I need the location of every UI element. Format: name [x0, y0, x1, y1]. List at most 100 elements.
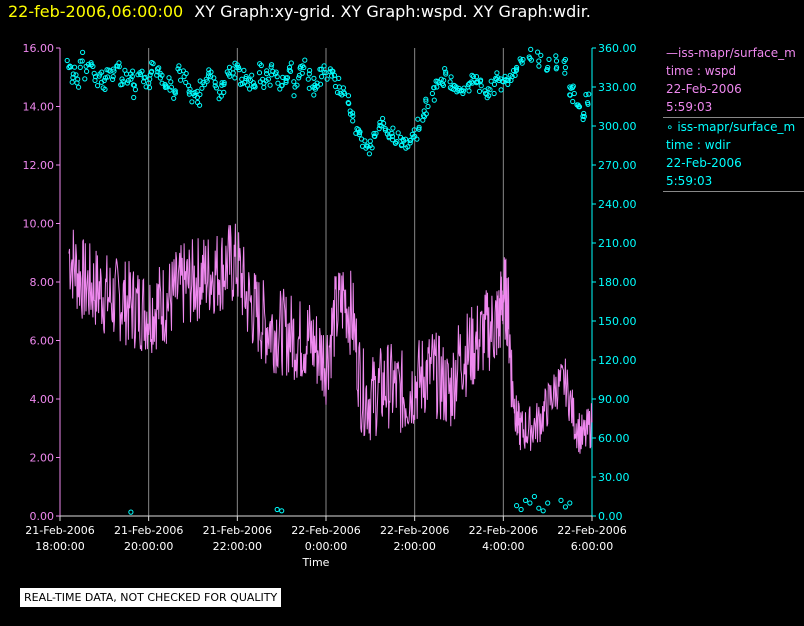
right-tick-label: 270.00 [598, 159, 637, 172]
wdir-point [395, 130, 401, 136]
wdir-point [369, 145, 375, 151]
wdir-point [366, 151, 372, 157]
wdir-point [77, 58, 83, 64]
wdir-point [146, 85, 153, 91]
wdir-point [365, 143, 371, 149]
wdir-point [356, 132, 362, 138]
wdir-point [442, 66, 448, 72]
wdir-point [380, 115, 386, 122]
x-tick-time: 18:00:00 [35, 540, 84, 553]
wdir-point [234, 62, 240, 68]
wdir-point [157, 75, 163, 81]
wdir-point [329, 73, 335, 79]
wdir-point [80, 49, 86, 56]
wdir-point [111, 68, 117, 74]
legend-wspd-time: 5:59:03 [666, 100, 713, 114]
wdir-point [280, 74, 286, 81]
wdir-point [390, 137, 396, 143]
wdir-point [178, 77, 184, 83]
wdir-point [448, 74, 454, 80]
wspd-line [68, 223, 593, 454]
wdir-point [283, 79, 289, 85]
right-tick-label: 120.00 [598, 354, 637, 367]
right-tick-label: 360.00 [598, 42, 637, 55]
wdir-point [79, 58, 85, 64]
wdir-point [64, 57, 70, 64]
x-tick-date: 22-Feb-2006 [469, 524, 538, 537]
wdir-point [425, 103, 431, 110]
right-tick-label: 0.00 [598, 510, 623, 523]
wdir-point [101, 77, 107, 84]
wdir-point [128, 76, 134, 82]
wdir-point [141, 79, 147, 85]
wdir-point [558, 497, 564, 503]
wdir-point [494, 70, 500, 76]
wdir-point [423, 98, 429, 104]
right-tick-label: 60.00 [598, 432, 630, 445]
chart-title: 22-feb-2006,06:00:00 XY Graph:xy-grid. X… [8, 2, 591, 21]
wdir-point [96, 73, 102, 79]
wdir-point [393, 140, 399, 146]
wdir-point [274, 506, 280, 513]
wdir-point [105, 74, 111, 80]
wdir-point [407, 140, 413, 146]
wdir-point [206, 70, 212, 76]
wdir-point [242, 79, 248, 86]
wdir-point [429, 90, 435, 97]
wdir-point [70, 75, 76, 81]
wdir-point [546, 56, 552, 63]
wdir-point [236, 67, 242, 73]
wdir-point [69, 79, 75, 85]
wdir-point [567, 92, 573, 98]
wdir-point [415, 116, 421, 122]
wdir-point [273, 69, 279, 75]
wdir-point [84, 68, 90, 75]
wdir-point [507, 72, 513, 78]
wdir-point [122, 67, 128, 73]
wdir-point [341, 90, 348, 97]
wdir-point [194, 88, 200, 95]
tick-labels: 0.00 2.00 4.00 6.00 8.00 10.00 12.00 14.00 16.00… [23, 42, 637, 553]
wdir-point [157, 70, 163, 76]
wdir-point [77, 64, 83, 71]
wdir-point [581, 110, 587, 117]
wdir-point [168, 84, 174, 90]
wdir-point [211, 75, 217, 81]
wdir-point [311, 92, 317, 98]
wdir-point [206, 67, 212, 73]
legend-wspd-date: 22-Feb-2006 [666, 82, 742, 96]
wdir-point [265, 76, 271, 82]
wdir-point [99, 69, 105, 75]
wdir-point [571, 90, 577, 97]
right-tick-label: 150.00 [598, 315, 637, 328]
wdir-point [175, 66, 181, 72]
left-tick-label: 6.00 [30, 335, 55, 348]
legend-series-wdir[interactable]: ∘ iss-mapr/surface_m time : wdir 22-Feb-… [663, 118, 804, 192]
wdir-point [302, 57, 308, 63]
right-tick-label: 90.00 [598, 393, 630, 406]
wdir-point [318, 66, 324, 72]
wdir-point [72, 64, 78, 70]
wdir-point [88, 60, 94, 66]
wdir-point [576, 104, 583, 110]
wdir-point [180, 68, 186, 74]
wdir-point [296, 75, 302, 81]
wdir-point [288, 60, 294, 66]
wdir-point [389, 130, 395, 136]
legend-series-wspd[interactable]: —iss-mapr/surface_m time : wspd 22-Feb-2… [663, 44, 804, 118]
wdir-point [305, 76, 311, 82]
wdir-point [135, 72, 141, 78]
wdir-point [110, 76, 116, 83]
wdir-point [312, 82, 318, 88]
wdir-point [545, 64, 551, 71]
wdir-point [569, 85, 576, 91]
left-tick-label: 4.00 [30, 393, 55, 406]
wdir-point [204, 78, 210, 84]
wdir-point [168, 79, 174, 85]
wdir-point [431, 85, 437, 91]
wdir-point [186, 91, 192, 97]
wdir-point [250, 80, 256, 86]
wdir-point [119, 76, 125, 82]
wdir-point [367, 138, 373, 144]
wdir-point [130, 82, 136, 88]
